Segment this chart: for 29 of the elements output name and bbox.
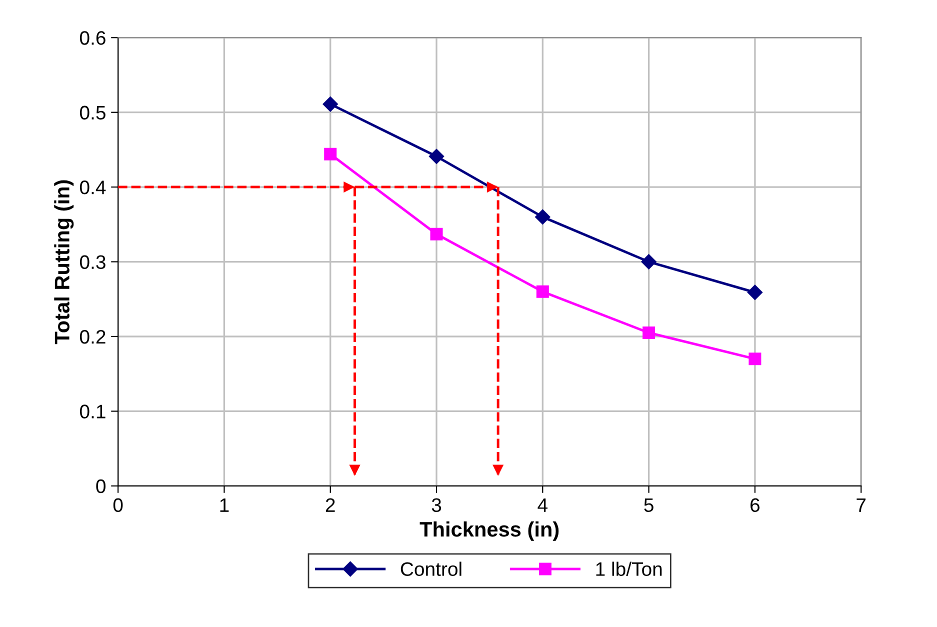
y-tick-label: 0.3 <box>80 255 106 270</box>
point <box>642 326 656 340</box>
x-axis-title: Thickness (in) <box>420 521 559 541</box>
point <box>747 284 763 300</box>
x-tick-label: 2 <box>326 498 335 512</box>
point <box>641 254 656 270</box>
point <box>322 96 338 112</box>
x-tick-label: 4 <box>538 498 548 512</box>
point <box>428 148 444 164</box>
x-tick-label: 6 <box>750 498 760 512</box>
y-tick-label: 0.2 <box>80 330 106 344</box>
x-tick-label: 3 <box>432 498 442 512</box>
point <box>324 148 337 160</box>
legend-label: 1 lb/Ton <box>596 562 662 576</box>
y-axis-title: Total Rutting (in) <box>54 180 74 344</box>
y-tick-label: 0.4 <box>80 180 106 194</box>
y-tick-label: 0.5 <box>80 106 106 120</box>
point <box>430 228 443 240</box>
x-tick-label: 5 <box>644 498 654 512</box>
y-tick-label: 0.6 <box>80 31 106 45</box>
x-tick-label: 1 <box>220 498 229 512</box>
y-tick-label: 0.1 <box>80 404 106 418</box>
point <box>536 285 549 298</box>
x-tick-label: 0 <box>113 498 123 512</box>
point <box>535 209 550 225</box>
point <box>748 352 762 366</box>
x-tick-label: 7 <box>856 498 866 512</box>
legend-label: Control <box>400 562 462 576</box>
y-tick-label: 0 <box>96 479 106 494</box>
